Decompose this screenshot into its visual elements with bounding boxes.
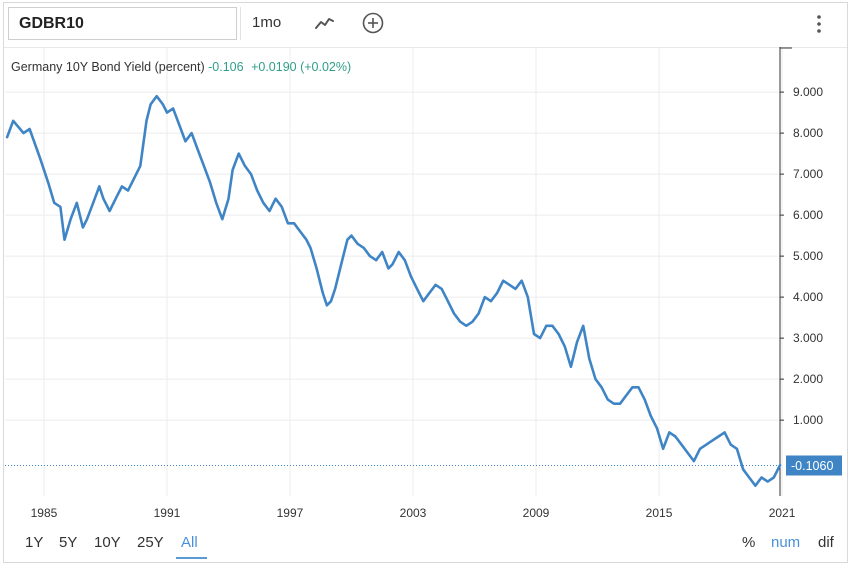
y-tick-label: 5.000 [793, 249, 823, 263]
series-line [5, 94, 782, 487]
line-chart-icon[interactable] [313, 12, 337, 34]
y-tick-label: 9.000 [793, 85, 823, 99]
vertical-ellipsis-icon[interactable] [812, 13, 826, 37]
x-tick-label: 2009 [523, 506, 550, 520]
mode-num-button[interactable]: num [771, 534, 801, 551]
plus-circle-icon[interactable] [361, 11, 385, 35]
line-chart[interactable]: 1985 1991 1997 2003 2009 2015 2021 1.000 2.000 3… [4, 3, 849, 528]
y-tick-label: 8.000 [793, 126, 823, 140]
x-tick-label: 2021 [769, 506, 796, 520]
x-tick-label: 2015 [646, 506, 673, 520]
x-tick-label: 1991 [154, 506, 181, 520]
legend: Germany 10Y Bond Yield (percent) -0.106 … [11, 60, 351, 74]
y-tick-label: 1.000 [793, 413, 823, 427]
y-tick-label: 6.000 [793, 208, 823, 222]
symbol-input[interactable] [9, 8, 236, 39]
y-tick-label: 7.000 [793, 167, 823, 181]
x-tick-label: 1985 [31, 506, 58, 520]
y-tick-label: 3.000 [793, 331, 823, 345]
x-tick-label: 1997 [277, 506, 304, 520]
mode-percent-button[interactable]: % [742, 534, 756, 551]
last-value: -0.106 [208, 60, 244, 74]
y-axis: 1.000 2.000 3.000 4.000 5.000 6.000 7.000 8.000… [779, 47, 823, 496]
y-tick-label: 2.000 [793, 372, 823, 386]
range-5y-button[interactable]: 5Y [59, 534, 78, 551]
change-percent: (+0.02%) [300, 60, 352, 74]
last-value-text: -0.1060 [791, 459, 833, 473]
last-value-box [786, 455, 842, 476]
range-10y-button[interactable]: 10Y [94, 534, 121, 551]
toolbar-divider [240, 7, 241, 40]
toolbar-border [4, 47, 847, 48]
change-value: +0.0190 [251, 60, 297, 74]
mode-dif-button[interactable]: dif [818, 534, 834, 551]
symbol-field[interactable] [8, 7, 237, 40]
interval-selector[interactable]: 1mo [252, 14, 282, 31]
range-25y-button[interactable]: 25Y [137, 534, 164, 551]
grid-lines [5, 47, 783, 496]
x-tick-label: 2003 [400, 506, 427, 520]
toolbar: 1mo [4, 3, 847, 48]
last-value-label: -0.1060 [786, 455, 842, 476]
series-name: Germany 10Y Bond Yield (percent) [11, 60, 205, 74]
active-range-underline [176, 557, 207, 559]
range-bar: 1Y 5Y 10Y 25Y All % num dif [4, 528, 847, 559]
range-all-button[interactable]: All [181, 534, 198, 551]
x-axis: 1985 1991 1997 2003 2009 2015 2021 [31, 506, 796, 520]
y-tick-label: 4.000 [793, 290, 823, 304]
range-1y-button[interactable]: 1Y [25, 534, 44, 551]
